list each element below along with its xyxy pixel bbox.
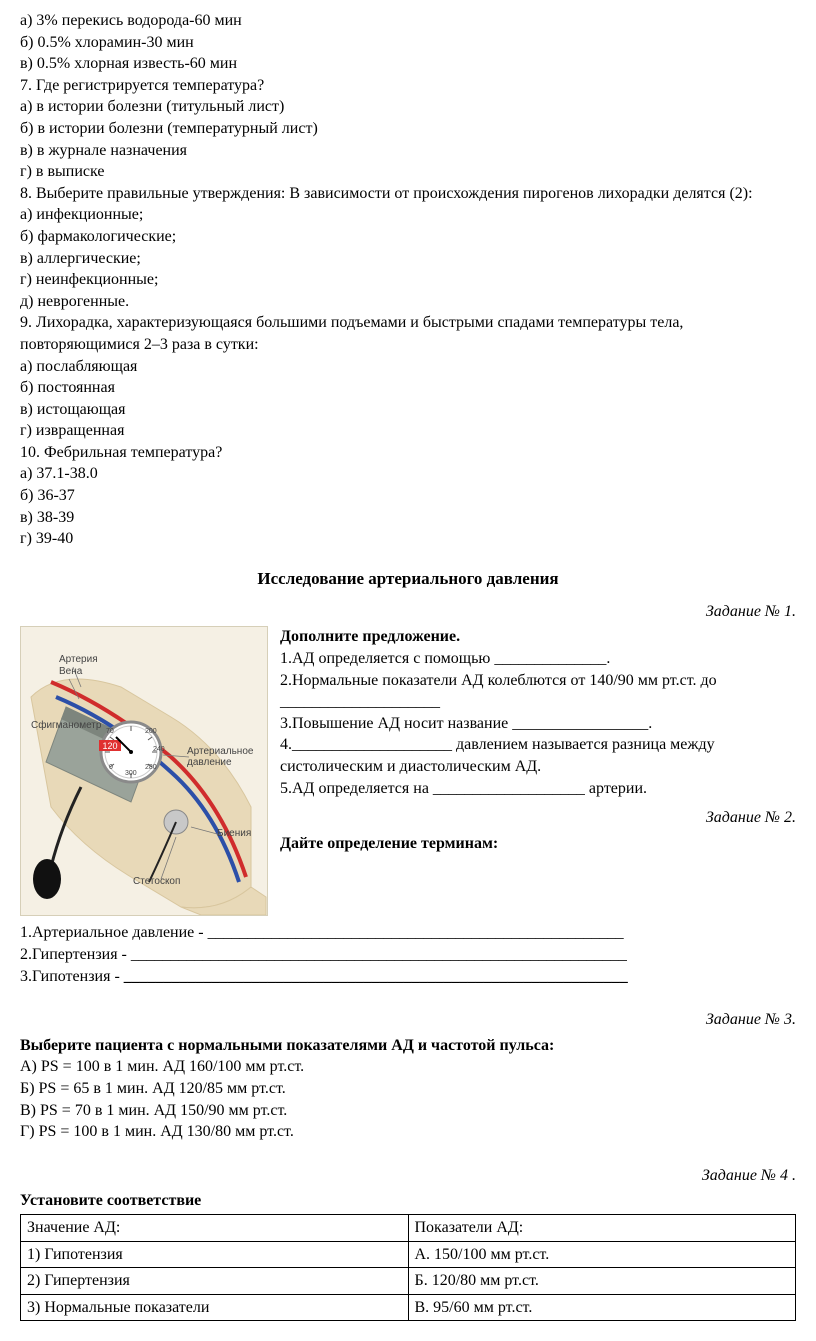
table-cell: В. 95/60 мм рт.ст.	[408, 1294, 796, 1321]
quiz-line: в) истощающая	[20, 399, 796, 421]
gauge-num: 200	[145, 727, 157, 736]
table-row: 1) Гипотензия А. 150/100 мм рт.ст.	[21, 1241, 796, 1268]
task3-options: А) PS = 100 в 1 мин. АД 160/100 мм рт.ст…	[20, 1056, 796, 1142]
quiz-line: г) 39-40	[20, 528, 796, 550]
task3-option: В) PS = 70 в 1 мин. АД 150/90 мм рт.ст.	[20, 1100, 796, 1122]
quiz-line: 9. Лихорадка, характеризующаяся большими…	[20, 312, 796, 355]
fig-label-vein: Вена	[59, 665, 82, 679]
task2-item: 1.Артериальное давление - ______________…	[20, 922, 796, 944]
task4-label: Задание № 4 .	[20, 1165, 796, 1187]
task3-heading: Выберите пациента с нормальными показате…	[20, 1035, 796, 1057]
match-table: Значение АД: Показатели АД: 1) Гипотензи…	[20, 1214, 796, 1321]
quiz-line: б) фармакологические;	[20, 226, 796, 248]
table-row: 3) Нормальные показатели В. 95/60 мм рт.…	[21, 1294, 796, 1321]
gauge-num: 300	[125, 769, 137, 778]
task2-item: 2.Гипертензия - ________________________…	[20, 944, 796, 966]
fig-label-stethoscope: Стетоскоп	[133, 875, 180, 889]
quiz-line: д) неврогенные.	[20, 291, 796, 313]
quiz-line: в) аллергические;	[20, 248, 796, 270]
quiz-line: в) 0.5% хлорная известь-60 мин	[20, 53, 796, 75]
gauge-num: 280	[145, 763, 157, 772]
quiz-line: б) 36-37	[20, 485, 796, 507]
table-row: Значение АД: Показатели АД:	[21, 1214, 796, 1241]
table-cell: Значение АД:	[21, 1214, 409, 1241]
gauge-num: 70	[106, 727, 114, 736]
table-cell: А. 150/100 мм рт.ст.	[408, 1241, 796, 1268]
quiz-line: г) извращенная	[20, 420, 796, 442]
quiz-line: а) 3% перекись водорода-60 мин	[20, 10, 796, 32]
quiz-line: 8. Выберите правильные утверждения: В за…	[20, 183, 796, 205]
quiz-line: б) 0.5% хлорамин-30 мин	[20, 32, 796, 54]
quiz-line: а) 37.1-38.0	[20, 463, 796, 485]
quiz-line: а) инфекционные;	[20, 204, 796, 226]
task2-item: 3.Гипотензия - _________________________…	[20, 966, 796, 988]
table-cell: Показатели АД:	[408, 1214, 796, 1241]
task3-option: Г) PS = 100 в 1 мин. АД 130/80 мм рт.ст.	[20, 1121, 796, 1143]
quiz-line: г) неинфекционные;	[20, 269, 796, 291]
quiz-line: б) в истории болезни (температурный лист…	[20, 118, 796, 140]
section-title: Исследование артериального давления	[20, 568, 796, 591]
task4-heading: Установите соответствие	[20, 1190, 796, 1212]
quiz-top: а) 3% перекись водорода-60 минб) 0.5% хл…	[20, 10, 796, 550]
fig-label-sphygmo: Сфигманометр	[31, 719, 101, 733]
quiz-line: 10. Фебрильная температура?	[20, 442, 796, 464]
table-cell: 1) Гипотензия	[21, 1241, 409, 1268]
quiz-line: а) в истории болезни (титульный лист)	[20, 96, 796, 118]
gauge-num: 0	[109, 763, 113, 772]
task3-option: А) PS = 100 в 1 мин. АД 160/100 мм рт.ст…	[20, 1056, 796, 1078]
table-cell: 3) Нормальные показатели	[21, 1294, 409, 1321]
quiz-line: в) 38-39	[20, 507, 796, 529]
quiz-line: г) в выписке	[20, 161, 796, 183]
task3-label: Задание № 3.	[20, 1009, 796, 1031]
task3-option: Б) PS = 65 в 1 мин. АД 120/85 мм рт.ст.	[20, 1078, 796, 1100]
quiz-line: а) послабляющая	[20, 356, 796, 378]
quiz-line: 7. Где регистрируется температура?	[20, 75, 796, 97]
svg-text:120: 120	[102, 741, 117, 751]
fig-label-pressure: Артериальноедавление	[187, 747, 253, 768]
gauge-num: 240	[153, 745, 165, 754]
task1-label: Задание № 1.	[20, 601, 796, 623]
fig-label-beats: Биения	[217, 827, 251, 841]
quiz-line: в) в журнале назначения	[20, 140, 796, 162]
quiz-line: б) постоянная	[20, 377, 796, 399]
task2-items: 1.Артериальное давление - ______________…	[20, 922, 796, 987]
bp-figure: 120 Артерия Вена Сфигманометр Артериальн…	[20, 626, 268, 916]
